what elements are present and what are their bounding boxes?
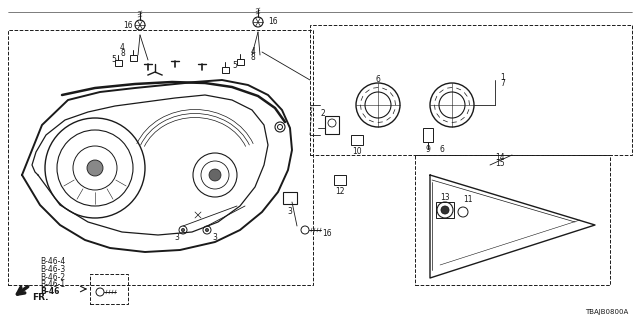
Bar [325,116,339,134]
Text: 5: 5 [111,55,116,65]
Text: 7: 7 [500,79,505,89]
Text: B-46-2: B-46-2 [40,273,65,282]
Circle shape [87,160,103,176]
Bar [334,175,346,185]
Text: 13: 13 [440,194,450,203]
Bar [115,60,122,66]
Text: 6: 6 [440,146,444,155]
Text: 3: 3 [175,233,179,242]
Bar [310,25,632,155]
Text: B-46-4: B-46-4 [40,258,65,267]
Text: 3: 3 [287,207,292,217]
Bar [351,135,363,145]
Circle shape [181,228,184,232]
Bar [8,30,313,285]
Text: 16: 16 [268,18,278,27]
Text: 5: 5 [232,60,237,69]
Text: B-46: B-46 [40,287,60,297]
Text: 14: 14 [495,154,504,163]
Text: 16: 16 [124,20,133,29]
Text: 16: 16 [322,228,332,237]
Text: 8: 8 [120,49,125,58]
Text: B-46-3: B-46-3 [40,265,65,274]
Bar [129,55,136,61]
Circle shape [441,206,449,214]
Text: 10: 10 [352,148,362,156]
Bar [283,192,297,204]
Text: 12: 12 [335,188,345,196]
Bar [221,67,228,73]
Bar [436,202,454,218]
Bar [90,274,128,304]
Text: 1: 1 [500,74,505,83]
Text: TBAJB0800A: TBAJB0800A [585,309,628,315]
Bar [237,59,243,65]
Text: 15: 15 [495,159,504,169]
Circle shape [209,169,221,181]
Text: 11: 11 [463,196,473,204]
Bar [415,155,610,285]
Text: 6: 6 [376,76,380,84]
Text: FR.: FR. [32,293,49,302]
Bar [423,128,433,142]
Text: 4: 4 [251,47,255,57]
Text: B-46-1: B-46-1 [40,280,65,289]
Text: 8: 8 [251,53,255,62]
Text: 4: 4 [120,44,125,52]
Text: 3: 3 [212,233,218,242]
Circle shape [205,228,209,232]
Text: 2: 2 [321,108,325,117]
Text: 9: 9 [426,146,431,155]
